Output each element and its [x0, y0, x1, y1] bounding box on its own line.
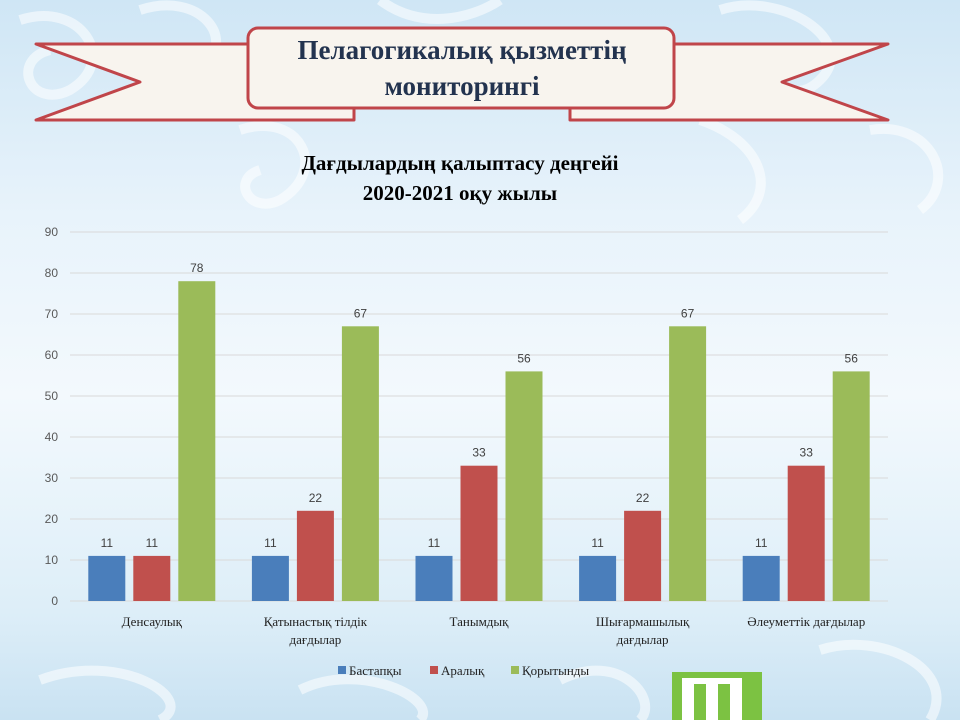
x-tick-label: дағдылар [617, 632, 669, 647]
ribbon-center-panel [246, 26, 676, 110]
x-tick-label: Қатынастық тілдік [264, 614, 368, 629]
y-axis-ticks: 0 10 20 30 40 50 60 70 80 90 [45, 225, 59, 608]
bar [178, 281, 216, 601]
y-tick-label: 20 [45, 512, 59, 526]
x-tick-label: Әлеуметтік дағдылар [747, 614, 865, 629]
chart-title: Дағдылардың қалыптасу деңгейі 2020-2021 … [150, 148, 770, 208]
bar [251, 555, 289, 601]
bar [415, 555, 453, 601]
chart-title-line2: 2020-2021 оқу жылы [362, 181, 558, 205]
data-label: 22 [636, 491, 650, 505]
x-tick-label: дағдылар [289, 632, 341, 647]
data-label: 33 [472, 446, 486, 460]
y-tick-label: 10 [45, 553, 59, 567]
legend-label: Бастапқы [349, 663, 402, 678]
bar [787, 465, 825, 601]
data-label: 11 [264, 536, 277, 550]
bar [832, 371, 870, 601]
title-ribbon [34, 26, 890, 122]
bars [88, 281, 870, 601]
x-axis-ticks: Денсаулық Қатынастық тілдік дағдылар Танымд… [122, 614, 866, 647]
y-tick-label: 30 [45, 471, 59, 485]
legend-label: Аралық [441, 663, 485, 678]
legend-swatch [511, 666, 519, 674]
x-tick-label: Шығармашылық [596, 614, 690, 629]
bar [341, 326, 379, 601]
banner-title-line1: Пелагогикалық қызметтің [297, 35, 627, 65]
banner-title: Пелагогикалық қызметтің мониторингі [250, 30, 674, 106]
data-label: 22 [309, 491, 323, 505]
data-label: 11 [591, 536, 604, 550]
legend-label: Қорытынды [522, 663, 589, 678]
bar [133, 555, 171, 601]
chart-title-line1: Дағдылардың қалыптасу деңгейі [301, 151, 619, 175]
y-tick-label: 80 [45, 266, 59, 280]
y-tick-label: 50 [45, 389, 59, 403]
y-tick-label: 40 [45, 430, 59, 444]
y-tick-label: 60 [45, 348, 59, 362]
bar [460, 465, 498, 601]
bar [669, 326, 707, 601]
data-label: 78 [190, 261, 204, 275]
data-label: 11 [755, 536, 768, 550]
data-label: 67 [354, 306, 368, 320]
data-label: 56 [845, 351, 859, 365]
y-tick-label: 0 [51, 594, 58, 608]
data-label: 67 [681, 306, 695, 320]
bar [742, 555, 780, 601]
legend: Бастапқы Аралық Қорытынды [338, 663, 589, 678]
legend-swatch [338, 666, 346, 674]
banner-title-line2: мониторингі [384, 71, 540, 101]
bar [88, 555, 126, 601]
y-tick-label: 70 [45, 307, 59, 321]
x-tick-label: Денсаулық [122, 614, 183, 629]
corner-icon [672, 672, 762, 720]
bar [624, 510, 662, 601]
x-tick-label: Танымдық [450, 614, 510, 629]
data-label: 11 [428, 536, 441, 550]
data-label: 11 [146, 536, 159, 550]
bar [296, 510, 334, 601]
legend-swatch [430, 666, 438, 674]
bar [579, 555, 617, 601]
y-tick-label: 90 [45, 225, 59, 239]
data-label: 11 [101, 536, 114, 550]
data-labels: 11 11 11 11 11 11 22 33 22 33 78 67 56 67 56 [101, 261, 859, 550]
data-label: 56 [517, 351, 531, 365]
bar [505, 371, 543, 601]
data-label: 33 [800, 446, 814, 460]
